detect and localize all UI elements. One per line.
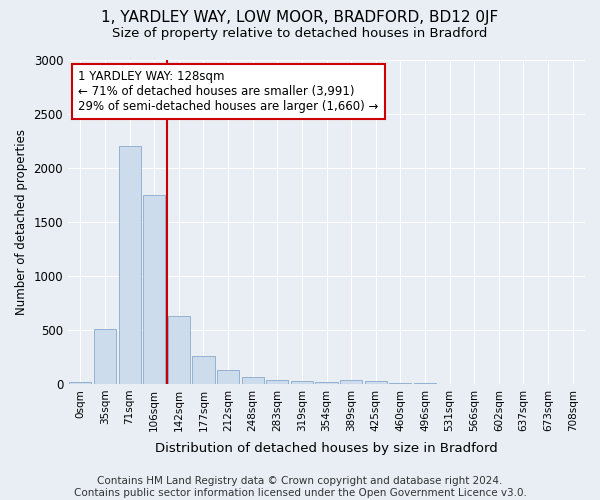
Text: 1, YARDLEY WAY, LOW MOOR, BRADFORD, BD12 0JF: 1, YARDLEY WAY, LOW MOOR, BRADFORD, BD12… (101, 10, 499, 25)
Bar (94, 329, 116, 384)
Bar (168, 316, 190, 384)
Text: Size of property relative to detached houses in Bradford: Size of property relative to detached ho… (112, 28, 488, 40)
Bar (119, 146, 140, 384)
Bar (69, 382, 91, 384)
Bar (217, 370, 239, 384)
Bar (291, 381, 313, 384)
Bar (193, 356, 215, 384)
Text: 1 YARDLEY WAY: 128sqm
← 71% of detached houses are smaller (3,991)
29% of semi-d: 1 YARDLEY WAY: 128sqm ← 71% of detached … (79, 70, 379, 112)
Bar (242, 377, 264, 384)
Bar (316, 382, 338, 384)
Bar (340, 380, 362, 384)
Bar (365, 381, 387, 384)
Bar (143, 195, 165, 384)
X-axis label: Distribution of detached houses by size in Bradford: Distribution of detached houses by size … (155, 442, 498, 455)
Bar (266, 380, 289, 384)
Text: Contains HM Land Registry data © Crown copyright and database right 2024.
Contai: Contains HM Land Registry data © Crown c… (74, 476, 526, 498)
Y-axis label: Number of detached properties: Number of detached properties (15, 129, 28, 315)
